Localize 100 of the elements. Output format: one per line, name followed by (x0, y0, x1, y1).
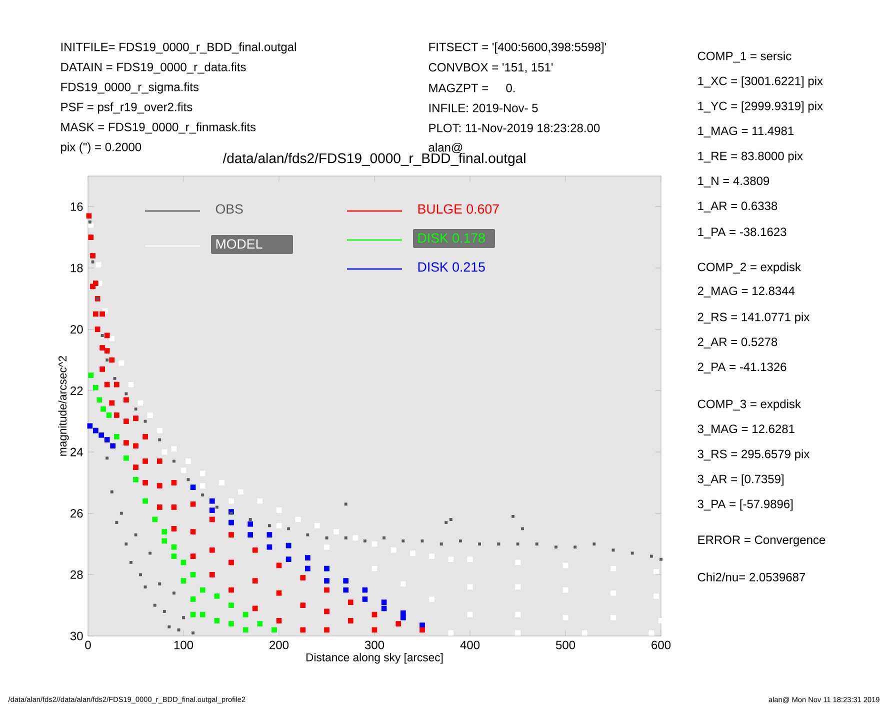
x-tick-label: 400 (460, 640, 480, 650)
point (104, 332, 110, 338)
y-axis-title: magnitude/arcsec^2 (58, 356, 69, 456)
point (92, 384, 98, 390)
point (242, 627, 248, 633)
text: PSF = psf_r19_over2.fits (61, 102, 192, 114)
point (142, 434, 148, 440)
point (286, 542, 292, 548)
text: COMP_3 = expdisk (698, 399, 801, 411)
text: 3_MAG = 12.6281 (698, 424, 794, 436)
point (124, 418, 129, 424)
text: 3_AR = [0.7359] (698, 474, 784, 486)
point (200, 612, 206, 618)
point (467, 556, 473, 562)
point (228, 602, 234, 608)
text: 1_YC = [2999.9319] pix (698, 101, 823, 113)
legend-label: OBS (216, 204, 243, 214)
point (171, 446, 177, 452)
x-tick-label: 100 (174, 640, 194, 650)
point (286, 556, 292, 562)
point (219, 480, 224, 486)
text: DATAIN = FDS19_0000_r_data.fits (61, 62, 246, 74)
point (396, 621, 402, 626)
text: MASK = FDS19_0000_r_finmask.fits (61, 122, 256, 134)
point (133, 416, 138, 421)
point (100, 366, 105, 372)
point (114, 382, 120, 388)
point (372, 612, 378, 618)
point (390, 547, 396, 553)
point (214, 593, 220, 599)
point (248, 521, 254, 527)
point (348, 600, 354, 605)
point (300, 575, 306, 580)
point (610, 614, 616, 620)
point (142, 480, 148, 486)
point (295, 516, 301, 522)
point (87, 423, 93, 429)
point (228, 587, 234, 593)
point (171, 526, 177, 532)
text: 1_N = 4.3809 (698, 176, 770, 188)
point (96, 397, 102, 403)
point (109, 400, 115, 406)
point (304, 555, 310, 560)
point (448, 556, 454, 562)
y-tick-label: 18 (70, 264, 83, 272)
point (467, 612, 473, 618)
legend-label: DISK 0.178 (418, 233, 485, 243)
point (190, 596, 196, 602)
point (372, 566, 378, 572)
point (515, 612, 520, 618)
point (324, 566, 330, 572)
point (109, 336, 115, 342)
point (180, 468, 186, 474)
point (362, 587, 368, 593)
point (133, 464, 138, 470)
text: 0. (506, 84, 515, 92)
text: 2_PA = -41.1326 (698, 362, 786, 374)
point (171, 480, 177, 486)
x-tick-label: 500 (556, 640, 576, 650)
text: 2_AR = 0.5278 (698, 338, 778, 348)
point (190, 572, 196, 578)
point (228, 498, 234, 504)
text: Chi2/nu= 2.0539687 (698, 572, 806, 582)
point (128, 382, 134, 388)
text: MAGZPT = (429, 84, 488, 92)
point (372, 627, 378, 633)
point (324, 587, 330, 593)
point (88, 372, 94, 378)
point (276, 618, 282, 624)
point (180, 578, 186, 584)
point (324, 578, 330, 584)
point (467, 584, 473, 590)
point (252, 547, 258, 553)
text: INITFILE= FDS19_0000_r_BDD_final.outgal (61, 42, 296, 54)
point (400, 614, 406, 620)
point (190, 529, 196, 534)
point (118, 360, 124, 366)
point (348, 618, 354, 624)
point (562, 562, 568, 568)
point (180, 560, 186, 566)
point (429, 596, 434, 602)
point (104, 437, 110, 442)
point (209, 498, 215, 504)
point (276, 508, 282, 513)
point (156, 458, 162, 464)
text: 1_PA = -38.1623 (698, 228, 786, 238)
text: 1_XC = [3001.6221] pix (698, 76, 823, 88)
point (257, 498, 263, 504)
point (228, 560, 234, 566)
point (654, 568, 659, 574)
point (96, 262, 102, 268)
point (252, 578, 258, 584)
text: 1_AR = 0.6338 (698, 202, 778, 212)
point (106, 412, 112, 418)
point (362, 596, 368, 602)
point (381, 606, 387, 612)
point (300, 627, 306, 633)
text: FITSECT = '[400:5600,398:5598]' (429, 42, 606, 54)
point (257, 621, 263, 626)
point (100, 345, 105, 350)
